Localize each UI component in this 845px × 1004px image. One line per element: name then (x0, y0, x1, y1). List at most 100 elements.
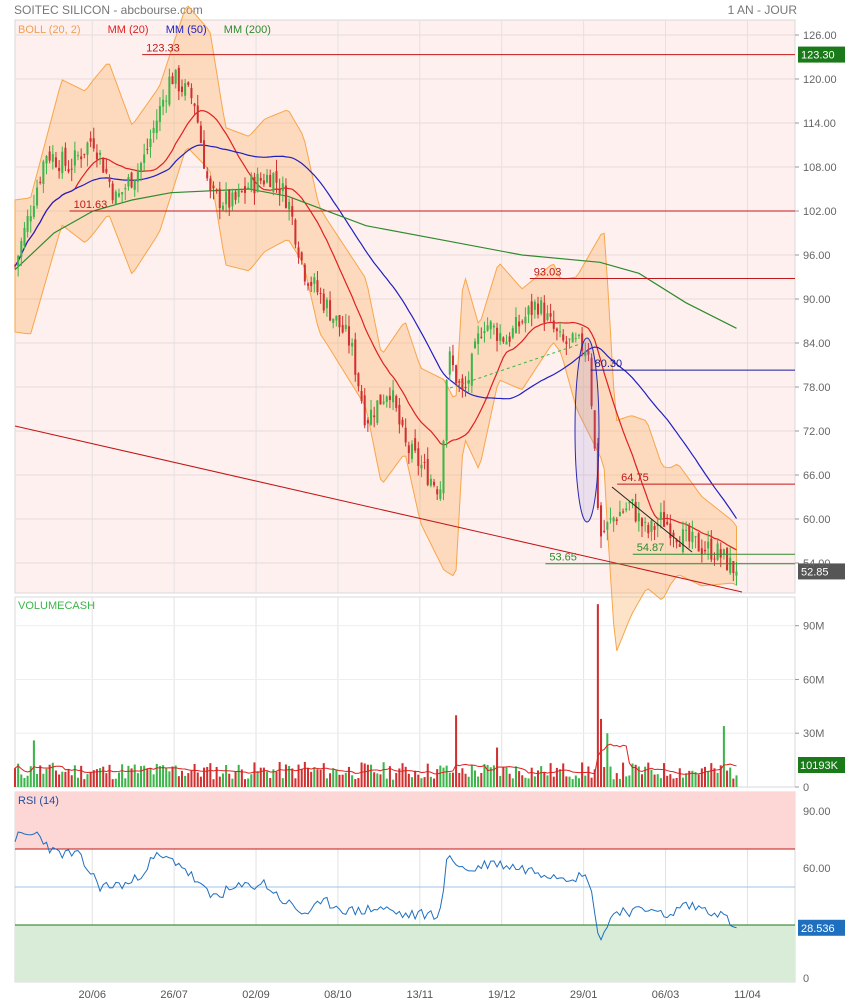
candle-body (370, 409, 373, 425)
candlestick (524, 307, 527, 333)
volume-bar (83, 779, 86, 787)
candlestick (612, 516, 615, 532)
candle-body (514, 317, 517, 334)
candle-body (196, 105, 199, 123)
candlestick (483, 321, 486, 343)
candle-body (492, 325, 495, 328)
volume-bar (212, 779, 215, 787)
price-tick-label: 60.00 (803, 514, 831, 526)
candlestick (240, 190, 243, 193)
candle-body (451, 355, 454, 366)
volume-bar (225, 765, 228, 787)
volume-bar (634, 764, 637, 787)
volume-bar (262, 767, 265, 787)
volume-bar (269, 778, 272, 787)
volume-bar (666, 775, 669, 787)
candlestick (445, 379, 448, 448)
candlestick (448, 346, 451, 381)
candlestick (433, 478, 436, 488)
candlestick (39, 176, 42, 185)
candle-body (209, 178, 212, 191)
candlestick (221, 201, 224, 212)
volume-bar (511, 778, 514, 787)
candle-body (543, 302, 546, 323)
candlestick (344, 313, 347, 332)
volume-bar (111, 779, 114, 787)
candle-body (266, 174, 269, 183)
volume-bar (281, 778, 284, 787)
candlestick (174, 69, 177, 89)
volume-bar (382, 762, 385, 787)
candlestick (256, 167, 259, 193)
rsi-badge (798, 919, 845, 936)
candle-body (190, 87, 193, 99)
candle-body (376, 400, 379, 423)
candle-body (187, 82, 190, 86)
volume-bar (433, 778, 436, 787)
candle-body (455, 365, 458, 384)
candlestick (486, 317, 489, 332)
candlestick (423, 453, 426, 470)
candle-body (458, 381, 461, 383)
volume-bar (67, 769, 70, 787)
candlestick (73, 141, 76, 174)
mm20-line (14, 109, 737, 551)
candle-body (357, 373, 360, 387)
candlestick (347, 315, 350, 354)
candlestick (152, 120, 155, 143)
level-label: 54.87 (637, 542, 665, 554)
volume-bar (571, 779, 574, 787)
volume-bar (612, 779, 615, 787)
candlestick (505, 334, 508, 345)
candlestick (203, 130, 206, 169)
volume-bar (414, 770, 417, 787)
candle-body (203, 140, 206, 169)
support-trendline (14, 425, 743, 593)
candle-body (127, 177, 130, 187)
rsi-badge-label: 28.536 (801, 923, 835, 935)
volume-bar (439, 765, 442, 787)
volume-bar (729, 767, 732, 787)
down-trendline (611, 486, 693, 553)
volume-bar (199, 776, 202, 787)
candlestick (26, 209, 29, 238)
candle-body (398, 404, 401, 425)
candle-body (102, 158, 105, 173)
candlestick (634, 493, 637, 523)
volume-bar (143, 765, 146, 787)
candlestick (719, 542, 722, 568)
price-tick-label: 78.00 (803, 382, 831, 394)
volume-bar (133, 764, 136, 787)
candlestick (366, 417, 369, 432)
date-tick-label: 20/06 (78, 989, 106, 1001)
candle-body (344, 324, 347, 330)
volume-bar (388, 766, 391, 787)
volume-bar (190, 770, 193, 787)
volume-bar (58, 774, 61, 787)
candlestick (628, 501, 631, 511)
candlestick (294, 218, 297, 249)
candle-body (587, 350, 590, 355)
candlestick (694, 535, 697, 549)
volume-bar (80, 765, 83, 787)
candle-body (351, 342, 354, 347)
candlestick (581, 327, 584, 357)
level-label: 123.33 (146, 43, 180, 55)
period-selector[interactable]: 1 AN - JOUR (727, 3, 797, 17)
candle-body (552, 320, 555, 329)
candlestick (518, 314, 521, 334)
candlestick (568, 338, 571, 349)
candle-body (511, 328, 514, 338)
volume-bar (398, 768, 401, 787)
volume-bar (36, 773, 39, 787)
candle-body (373, 415, 376, 418)
volume-bar (461, 768, 464, 787)
candlestick (275, 159, 278, 193)
candle-body (165, 100, 168, 102)
grid-lines (14, 19, 796, 983)
candlestick (86, 141, 89, 167)
candlestick (48, 145, 51, 164)
candle-body (140, 162, 143, 171)
volume-tick-label: 0 (803, 782, 809, 794)
candle-body (95, 152, 98, 160)
